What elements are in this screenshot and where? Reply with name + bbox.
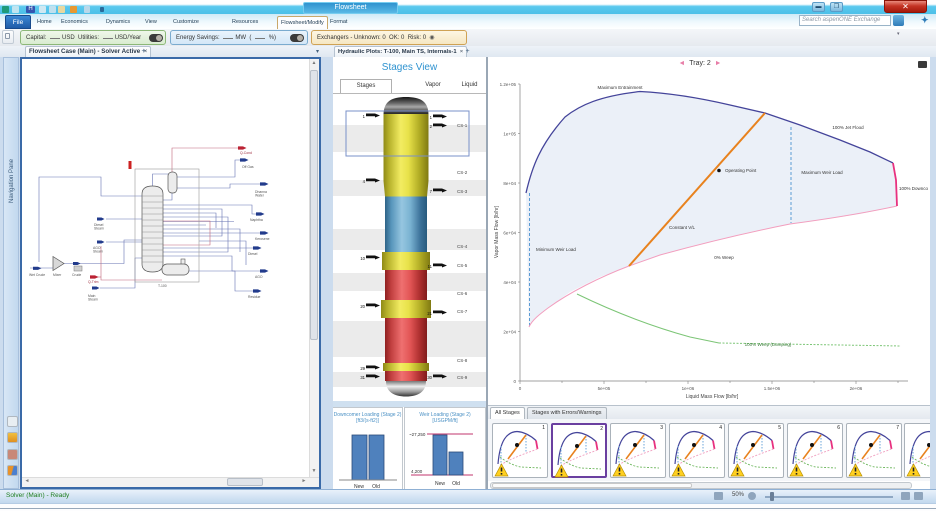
svg-text:New: New	[435, 481, 445, 487]
svg-text:2e+06: 2e+06	[850, 386, 863, 391]
svg-text:Residue: Residue	[248, 295, 261, 299]
svg-text:10: 10	[360, 256, 365, 261]
svg-text:5e+05: 5e+05	[598, 386, 611, 391]
svg-text:Operating Point: Operating Point	[725, 168, 757, 173]
svg-text:1e+05: 1e+05	[503, 132, 516, 137]
svg-text:CS-5: CS-5	[457, 263, 468, 268]
svg-text:31: 31	[360, 375, 365, 380]
svg-text:4: 4	[363, 179, 366, 184]
svg-text:Minimum Weir Load: Minimum Weir Load	[536, 247, 576, 252]
svg-text:1.2e+05: 1.2e+05	[500, 82, 517, 87]
svg-text:29: 29	[360, 366, 365, 371]
svg-text:CS-8: CS-8	[457, 358, 468, 363]
svg-text:CS-1: CS-1	[457, 123, 468, 128]
svg-text:New: New	[354, 484, 364, 489]
svg-text:Vapor Mass Flow [lb/hr]: Vapor Mass Flow [lb/hr]	[494, 205, 500, 258]
svg-text:6e+04: 6e+04	[503, 231, 516, 236]
svg-text:Main: Main	[88, 294, 95, 298]
svg-text:2e+04: 2e+04	[503, 330, 516, 335]
svg-text:Steam: Steam	[94, 227, 104, 231]
svg-text:100% Downco: 100% Downco	[899, 186, 929, 191]
svg-text:Q-Trim: Q-Trim	[88, 280, 99, 284]
svg-text:Diesel: Diesel	[94, 223, 104, 227]
svg-text:AGO: AGO	[255, 275, 263, 279]
svg-text:Water: Water	[255, 194, 265, 198]
svg-text:Steam: Steam	[88, 298, 98, 302]
svg-text:Liquid Mass Flow [lb/hr]: Liquid Mass Flow [lb/hr]	[686, 394, 739, 400]
svg-text:CS-3: CS-3	[457, 189, 468, 194]
svg-text:1: 1	[363, 114, 366, 119]
svg-text:20: 20	[360, 304, 365, 309]
svg-text:Naphtha: Naphtha	[250, 218, 263, 222]
svg-text:1: 1	[430, 115, 433, 120]
svg-text:1e+06: 1e+06	[682, 386, 695, 391]
svg-text:Q-Cond: Q-Cond	[240, 151, 252, 155]
svg-text:AGO: AGO	[93, 246, 101, 250]
svg-text:Old: Old	[452, 481, 460, 487]
svg-text:Steam: Steam	[93, 250, 103, 254]
svg-text:CS-7: CS-7	[457, 309, 468, 314]
svg-text:Dhanna: Dhanna	[255, 190, 267, 194]
svg-text:0% Weep: 0% Weep	[714, 255, 734, 260]
svg-text:30: 30	[427, 375, 432, 380]
svg-text:Mixer: Mixer	[53, 273, 62, 277]
svg-text:0: 0	[513, 379, 516, 384]
svg-text:~27,250: ~27,250	[409, 432, 426, 437]
svg-text:Diesel: Diesel	[248, 252, 258, 256]
svg-text:Maximum Entrainment: Maximum Entrainment	[597, 85, 643, 90]
svg-text:CS-6: CS-6	[457, 291, 468, 296]
svg-text:8e+04: 8e+04	[503, 181, 516, 186]
svg-text:100% Jet Flood: 100% Jet Flood	[832, 125, 864, 130]
svg-text:Wet Crude: Wet Crude	[29, 273, 45, 277]
svg-text:CS-2: CS-2	[457, 170, 468, 175]
svg-text:4,200: 4,200	[411, 469, 423, 474]
svg-text:Crude: Crude	[72, 273, 81, 277]
svg-text:Kerosene: Kerosene	[255, 237, 270, 241]
svg-text:T-100: T-100	[158, 284, 167, 288]
svg-text:11: 11	[428, 264, 433, 269]
svg-text:Off Gas: Off Gas	[242, 165, 254, 169]
svg-text:7: 7	[430, 189, 433, 194]
svg-text:CS-9: CS-9	[457, 375, 468, 380]
svg-text:4e+04: 4e+04	[503, 280, 516, 285]
svg-text:100% Weep (Dumping): 100% Weep (Dumping)	[745, 342, 792, 347]
svg-text:0: 0	[519, 386, 522, 391]
svg-text:1.5e+06: 1.5e+06	[764, 386, 781, 391]
svg-text:Maximum Weir Load: Maximum Weir Load	[801, 170, 843, 175]
svg-text:CS-4: CS-4	[457, 244, 468, 249]
svg-text:Old: Old	[372, 484, 380, 489]
svg-text:Constant V/L: Constant V/L	[669, 225, 696, 230]
svg-text:2: 2	[430, 124, 433, 129]
svg-text:21: 21	[427, 311, 432, 316]
